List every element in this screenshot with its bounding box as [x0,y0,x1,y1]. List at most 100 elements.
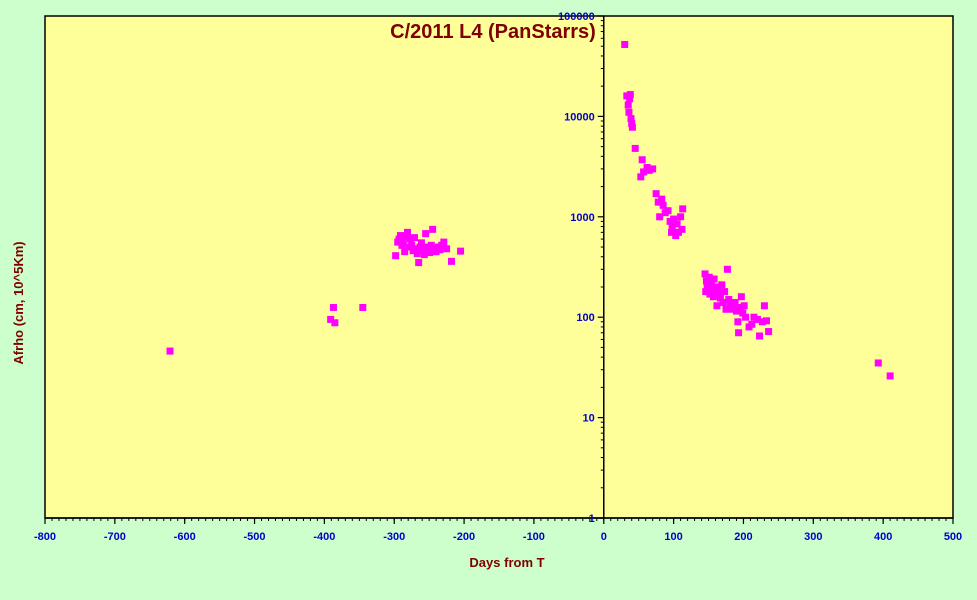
x-tick-label: -500 [244,531,266,543]
x-tick-label: -100 [523,531,545,543]
y-tick-label: 10000 [564,111,595,123]
x-tick-label: 200 [734,531,752,543]
data-point [735,329,743,337]
data-point [359,303,367,311]
data-points [166,41,894,380]
data-point [419,246,427,254]
x-tick-label: -200 [453,531,475,543]
data-point [710,275,718,283]
data-point [625,108,633,116]
data-point [715,289,723,297]
data-point [436,246,444,254]
data-point [652,190,660,198]
x-tick-label: -700 [104,531,126,543]
x-tick-label: -600 [174,531,196,543]
data-point [640,168,648,176]
data-point [673,220,681,228]
data-point [748,320,756,328]
y-tick-label: 100 [576,312,594,324]
data-point [448,257,456,265]
data-point [765,328,773,336]
data-point [621,41,629,49]
y-tick-label: 1000 [570,212,594,224]
y-ticks: 1 10 100 1000 10000 100000 [558,11,604,525]
data-point [659,201,667,209]
data-point [702,288,710,296]
data-point [399,237,407,245]
data-point [736,303,744,311]
data-point [415,259,423,267]
data-point [420,251,428,259]
data-point [166,347,174,355]
data-point [874,359,882,367]
data-point [886,372,894,380]
y-tick-label: 1 [589,513,595,525]
x-ticks: -800 -700 -600 -500 -400 -300 -200 -100 0 100 200 3… [34,518,962,543]
data-point [631,144,639,152]
data-point [705,273,713,281]
x-tick-label: 400 [874,531,892,543]
data-point [628,119,636,127]
data-point [410,234,418,242]
x-tick-label: 100 [664,531,682,543]
data-point [329,303,337,311]
data-point [737,293,745,301]
data-point [725,296,733,304]
data-point [664,207,672,215]
y-tick-label: 10 [583,413,595,425]
data-point [397,232,405,240]
data-point [742,313,750,321]
data-point [679,205,687,213]
data-point [638,156,646,164]
data-point [412,245,420,253]
y-tick-label: 100000 [558,11,595,23]
data-point [624,101,632,109]
data-point [627,115,635,123]
data-point [734,318,742,326]
data-point [713,302,721,310]
data-point [404,228,412,236]
data-point [406,235,414,243]
data-point [327,315,335,323]
data-point [731,299,739,307]
data-point [401,248,409,256]
chart-title: C/2011 L4 (PanStarrs) [390,21,596,43]
data-point [758,318,766,326]
data-point [722,305,730,313]
x-tick-label: -800 [34,531,56,543]
data-point [677,213,685,221]
data-point [392,252,400,260]
data-point [707,279,715,287]
x-tick-label: 500 [944,531,962,543]
data-point [668,228,676,236]
data-point [408,241,416,249]
data-point [702,277,710,285]
x-tick-label: 0 [601,531,607,543]
data-point [637,173,645,181]
data-point [670,215,678,223]
x-tick-label: -400 [313,531,335,543]
data-point [716,294,724,302]
data-point [740,302,748,310]
data-point [763,317,771,325]
data-point [756,332,764,340]
x-tick-label: -300 [383,531,405,543]
data-point [760,302,768,310]
data-point [429,225,437,233]
data-point [628,123,636,131]
data-point [721,288,729,296]
data-point [422,230,430,238]
data-point [678,225,686,233]
data-point [398,241,406,249]
data-point [732,307,740,315]
data-point [402,232,410,240]
data-point [701,270,709,278]
data-point [714,283,722,291]
data-point [426,249,434,257]
data-point [719,299,727,307]
data-point [658,195,666,203]
plot-area [44,15,954,519]
y-axis-title: Afrho (cm, 10^5Km) [11,241,26,364]
data-point [457,247,465,255]
data-point [331,319,339,327]
